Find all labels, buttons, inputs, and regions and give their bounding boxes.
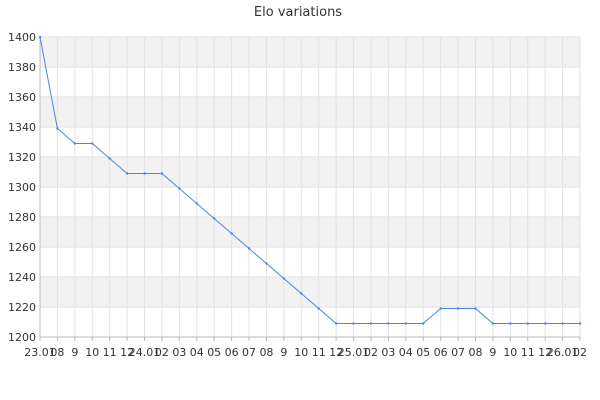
x-tick-label: 11 xyxy=(103,346,117,359)
x-tick-label: 08 xyxy=(50,346,64,359)
grid-band xyxy=(40,97,580,127)
x-tick-label: 02 xyxy=(155,346,169,359)
y-tick-label: 1260 xyxy=(8,241,36,254)
x-tick-label: 02 xyxy=(364,346,378,359)
x-tick-label: 07 xyxy=(451,346,465,359)
data-point xyxy=(369,322,373,325)
data-point xyxy=(474,307,477,310)
data-point xyxy=(178,187,181,190)
x-tick-label: 10 xyxy=(503,346,517,359)
data-point xyxy=(73,142,77,145)
x-tick-label: 08 xyxy=(259,346,273,359)
data-point xyxy=(404,322,408,325)
series-group xyxy=(38,35,582,325)
y-tick-label: 1200 xyxy=(8,331,36,344)
y-tick-label: 1280 xyxy=(8,211,36,224)
y-tick-labels: 1200 1220 1240 1260 1280 1300 1320 1340 1360 1380… xyxy=(8,31,36,344)
y-tick-label: 1400 xyxy=(8,31,36,44)
data-point xyxy=(561,322,564,325)
grid-band xyxy=(40,37,580,67)
x-tick-label: 9 xyxy=(489,346,496,359)
chart-title: Elo variations xyxy=(254,5,342,20)
x-tick-label: 25.01 xyxy=(338,346,370,359)
data-point xyxy=(387,322,390,325)
x-tick-label: 24.01 xyxy=(129,346,161,359)
data-point xyxy=(439,307,442,310)
data-point xyxy=(300,292,303,295)
data-point xyxy=(143,172,146,175)
x-tick-label: 12 xyxy=(120,346,134,359)
grid-band xyxy=(40,277,580,307)
data-point xyxy=(334,322,338,325)
data-point xyxy=(108,157,111,160)
plot-bands xyxy=(40,37,580,307)
y-tick-label: 1320 xyxy=(8,151,36,164)
data-point xyxy=(422,322,425,325)
grid-band xyxy=(40,157,580,187)
x-tick-label: 08 xyxy=(468,346,482,359)
x-tick-label: 05 xyxy=(207,346,221,359)
data-point xyxy=(526,322,529,325)
x-tick-label: 10 xyxy=(294,346,308,359)
grid-band xyxy=(40,217,580,247)
y-tick-label: 1380 xyxy=(8,61,36,74)
elo-series-line xyxy=(39,36,580,324)
x-tick-label: 03 xyxy=(172,346,186,359)
data-point xyxy=(265,262,268,265)
y-tick-label: 1220 xyxy=(8,301,36,314)
data-point xyxy=(317,307,320,310)
x-tick-label: 02 xyxy=(573,346,587,359)
y-tick-label: 1340 xyxy=(8,121,36,134)
data-point xyxy=(491,322,495,325)
x-tick-label: 06 xyxy=(225,346,239,359)
x-tick-label: 9 xyxy=(71,346,78,359)
y-tick-label: 1360 xyxy=(8,91,36,104)
data-point xyxy=(578,322,582,325)
data-point xyxy=(38,35,42,39)
x-tick-label: 04 xyxy=(399,346,413,359)
data-point xyxy=(352,322,355,325)
data-point xyxy=(56,127,59,130)
data-point xyxy=(125,172,129,175)
x-tick-label: 23.01 xyxy=(24,346,56,359)
x-tick-label: 04 xyxy=(190,346,204,359)
data-point xyxy=(195,202,198,205)
axes xyxy=(39,37,581,341)
x-tick-label: 10 xyxy=(85,346,99,359)
x-tick-label: 9 xyxy=(280,346,287,359)
x-tick-label: 26.01 xyxy=(547,346,579,359)
x-tick-label: 12 xyxy=(538,346,552,359)
data-point xyxy=(247,247,251,250)
data-point xyxy=(282,277,286,280)
x-tick-label: 12 xyxy=(329,346,343,359)
x-tick-label: 07 xyxy=(242,346,256,359)
data-point xyxy=(91,142,94,145)
x-tick-label: 03 xyxy=(381,346,395,359)
x-tick-label: 11 xyxy=(521,346,535,359)
data-point xyxy=(456,307,460,310)
x-tick-label: 11 xyxy=(312,346,326,359)
data-point xyxy=(509,322,512,325)
y-tick-label: 1240 xyxy=(8,271,36,284)
data-point xyxy=(543,322,547,325)
data-point xyxy=(160,172,164,175)
data-point xyxy=(212,217,216,220)
y-tick-label: 1300 xyxy=(8,181,36,194)
x-tick-label: 05 xyxy=(416,346,430,359)
data-point xyxy=(230,232,233,235)
x-tick-label: 06 xyxy=(434,346,448,359)
